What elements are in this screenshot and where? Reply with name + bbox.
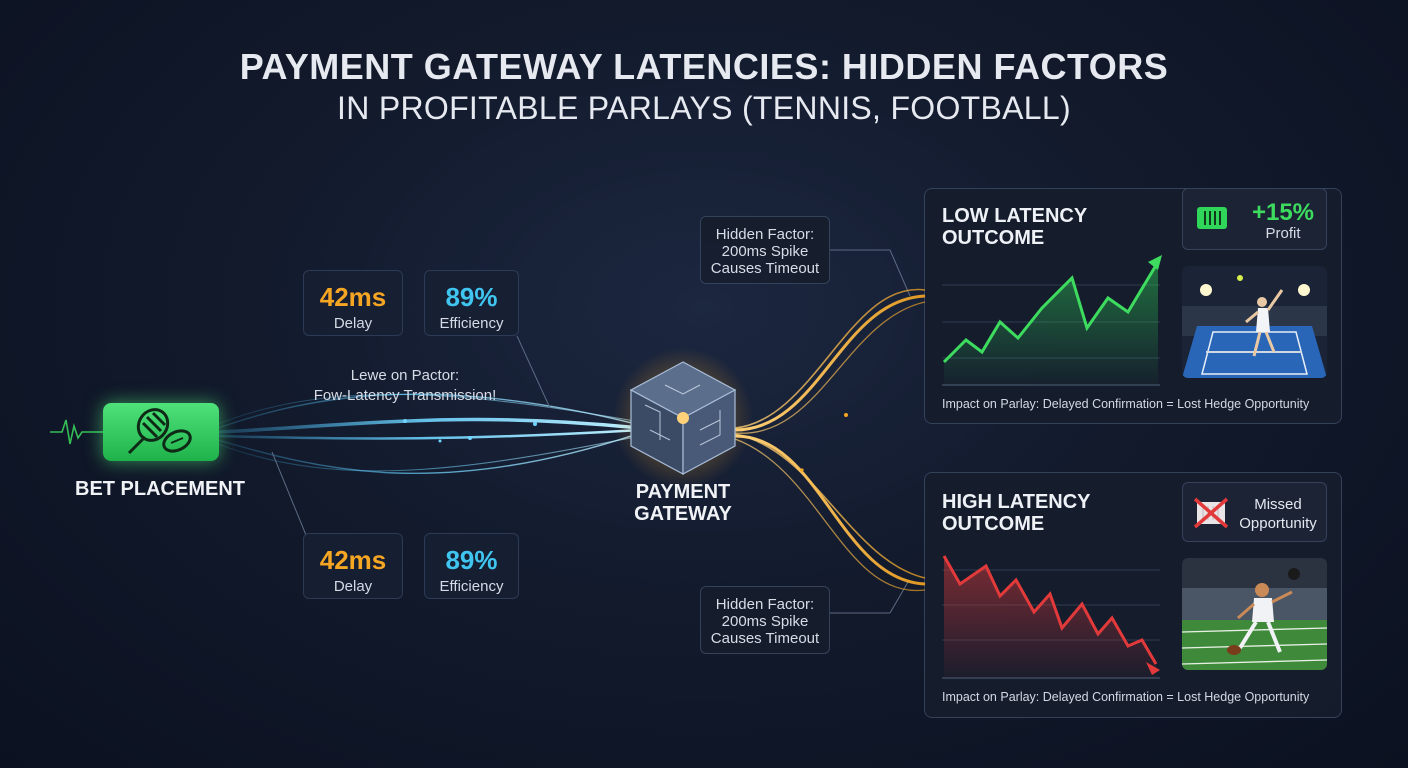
hidden-factor-detail: 200ms Spike bbox=[721, 243, 809, 260]
page-subtitle: IN PROFITABLE PARLAYS (TENNIS, FOOTBALL) bbox=[337, 90, 1071, 126]
football-photo bbox=[1182, 558, 1327, 670]
low-latency-area bbox=[944, 262, 1158, 385]
high-latency-chart bbox=[942, 555, 1160, 679]
high-latency-title-line2: OUTCOME bbox=[942, 513, 1045, 535]
delay-metric-top: 42ms Delay bbox=[303, 270, 403, 336]
hidden-factor-effect: Causes Timeout bbox=[710, 630, 820, 647]
delay-label: Delay bbox=[333, 315, 373, 332]
delay-value: 42ms bbox=[319, 545, 387, 575]
hidden-factor-bottom: Hidden Factor: 200ms Spike Causes Timeou… bbox=[700, 586, 830, 654]
efficiency-value: 89% bbox=[445, 282, 498, 312]
blue-transmission-lines bbox=[217, 393, 641, 475]
tennis-photo bbox=[1182, 266, 1327, 378]
hidden-factor-top: Hidden Factor: 200ms Spike Causes Timeou… bbox=[700, 216, 830, 284]
low-latency-line bbox=[942, 261, 1160, 364]
low-latency-title-line1: LOW LATENCY bbox=[942, 205, 1088, 227]
delay-value: 42ms bbox=[319, 282, 387, 312]
tennis-player-image bbox=[1182, 266, 1327, 378]
low-latency-title-line2: OUTCOME bbox=[942, 227, 1045, 249]
low-latency-chart bbox=[942, 255, 1162, 386]
efficiency-metric-top: 89% Efficiency bbox=[424, 270, 519, 336]
hidden-factor-effect: Causes Timeout bbox=[710, 260, 820, 277]
high-latency-title-line1: HIGH LATENCY bbox=[942, 491, 1091, 513]
delay-label: Delay bbox=[333, 578, 373, 595]
hidden-factor-detail: 200ms Spike bbox=[721, 613, 809, 630]
ticket-icon bbox=[1197, 207, 1227, 229]
football-player-image bbox=[1182, 558, 1327, 670]
tennis-football-icon bbox=[127, 408, 192, 455]
transmission-label-line2: Fow-Latency Transmission! bbox=[313, 387, 497, 404]
profit-value: +15% bbox=[1251, 199, 1315, 226]
up-arrow-icon bbox=[1148, 255, 1162, 270]
efficiency-label: Efficiency bbox=[439, 578, 504, 595]
gateway-label-line1: PAYMENT bbox=[635, 481, 731, 503]
ticket-cross-icon bbox=[1193, 497, 1229, 529]
profit-label: Profit bbox=[1265, 225, 1301, 242]
gateway-label-line2: GATEWAY bbox=[634, 503, 732, 525]
bet-placement-label: BET PLACEMENT bbox=[75, 478, 245, 500]
connector-lines bbox=[271, 249, 911, 614]
high-latency-line bbox=[942, 555, 1158, 665]
high-latency-caption: Impact on Parlay: Delayed Confirmation =… bbox=[942, 690, 1310, 704]
high-latency-area bbox=[944, 556, 1156, 678]
gateway-label: PAYMENT GATEWAY bbox=[598, 481, 768, 525]
transmission-label: Lewe on Pactor: Fow-Latency Transmission… bbox=[300, 366, 510, 406]
page-title: PAYMENT GATEWAY LATENCIES: HIDDEN FACTOR… bbox=[239, 46, 1169, 87]
down-arrow-icon bbox=[1146, 662, 1160, 675]
delay-metric-bottom: 42ms Delay bbox=[303, 533, 403, 599]
profit-badge: +15% Profit bbox=[1182, 188, 1327, 250]
blue-particles bbox=[403, 419, 537, 443]
efficiency-metric-bottom: 89% Efficiency bbox=[424, 533, 519, 599]
orange-flow-lines bbox=[734, 288, 926, 592]
high-latency-title: HIGH LATENCY OUTCOME bbox=[942, 491, 1091, 535]
efficiency-label: Efficiency bbox=[439, 315, 504, 332]
missed-opportunity-label: Missed Opportunity bbox=[1231, 495, 1325, 533]
low-latency-caption: Impact on Parlay: Delayed Confirmation =… bbox=[942, 397, 1310, 411]
missed-label-line2: Opportunity bbox=[1239, 515, 1317, 532]
hidden-factor-heading: Hidden Factor: bbox=[715, 596, 815, 613]
missed-label-line1: Missed bbox=[1254, 496, 1302, 513]
missed-opportunity-badge: Missed Opportunity bbox=[1182, 482, 1327, 542]
gateway-cube-icon bbox=[613, 348, 753, 488]
bet-placement-icon bbox=[103, 403, 219, 461]
heartbeat-line bbox=[50, 419, 104, 445]
low-latency-title: LOW LATENCY OUTCOME bbox=[942, 205, 1087, 249]
orange-particles bbox=[800, 413, 848, 472]
transmission-label-line1: Lewe on Pactor: bbox=[350, 367, 460, 384]
hidden-factor-heading: Hidden Factor: bbox=[715, 226, 815, 243]
efficiency-value: 89% bbox=[445, 545, 498, 575]
